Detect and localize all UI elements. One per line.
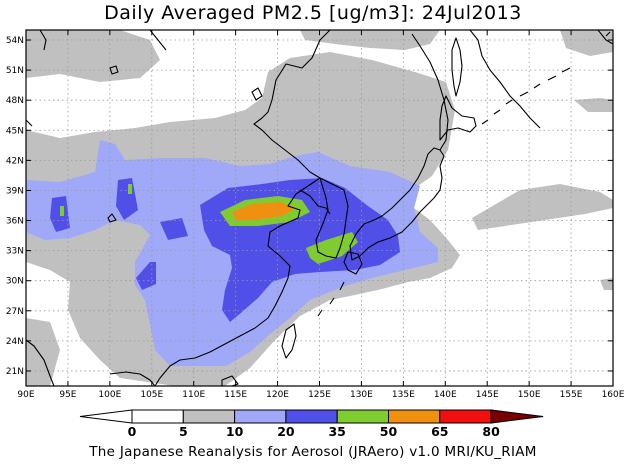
colorbar-label: 80 bbox=[482, 424, 500, 439]
lat-tick-label: 51N bbox=[6, 66, 24, 76]
lon-tick-label: 150E bbox=[518, 390, 541, 400]
colorbar-label: 0 bbox=[128, 424, 137, 439]
lon-tick-label: 100E bbox=[98, 390, 121, 400]
colorbar-label: 10 bbox=[226, 424, 244, 439]
lat-tick-label: 45N bbox=[6, 126, 24, 136]
lon-tick-label: 140E bbox=[434, 390, 457, 400]
lon-tick-label: 160E bbox=[602, 390, 625, 400]
lon-tick-label: 115E bbox=[224, 390, 247, 400]
colorbar-label: 35 bbox=[328, 424, 345, 439]
colorbar-segment bbox=[439, 409, 492, 424]
lon-tick-label: 155E bbox=[560, 390, 583, 400]
footer-credit: The Japanese Reanalysis for Aerosol (JRA… bbox=[89, 444, 537, 460]
pm25-level-50-65 bbox=[232, 202, 296, 220]
colorbar-segment bbox=[388, 409, 441, 424]
lon-tick-label: 125E bbox=[308, 390, 331, 400]
lon-tick-label: 145E bbox=[476, 390, 499, 400]
lat-tick-label: 54N bbox=[6, 36, 24, 46]
lat-tick-label: 21N bbox=[6, 367, 24, 377]
lat-tick-label: 42N bbox=[6, 156, 24, 166]
colorbar-segment bbox=[234, 409, 287, 424]
lat-tick-label: 48N bbox=[6, 96, 24, 106]
colorbar-arrow-low bbox=[79, 409, 133, 424]
lon-tick-label: 90E bbox=[17, 390, 34, 400]
map-title: Daily Averaged PM2.5 [ug/m3]: 24Jul2013 bbox=[104, 2, 522, 24]
colorbar: 0 5 10 20 35 50 65 80 bbox=[79, 409, 544, 439]
concentration-fields bbox=[26, 30, 613, 386]
colorbar-label: 65 bbox=[431, 424, 448, 439]
colorbar-label: 50 bbox=[380, 424, 398, 439]
colorbar-label: 20 bbox=[277, 424, 295, 439]
colorbar-segment bbox=[336, 409, 390, 424]
lon-tick-label: 135E bbox=[392, 390, 415, 400]
colorbar-arrow-high bbox=[490, 409, 544, 424]
lat-tick-label: 27N bbox=[6, 307, 24, 317]
longitude-axis: 90E 95E 100E 105E 110E 115E 120E 125E 130E 135E 14… bbox=[17, 30, 625, 400]
lat-tick-label: 30N bbox=[6, 277, 24, 287]
lon-tick-label: 95E bbox=[59, 390, 76, 400]
colorbar-segment bbox=[182, 409, 236, 424]
colorbar-segment bbox=[285, 409, 338, 424]
lat-tick-label: 33N bbox=[6, 247, 24, 257]
lon-tick-label: 110E bbox=[182, 390, 205, 400]
coastlines bbox=[26, 30, 613, 386]
lon-tick-label: 120E bbox=[266, 390, 289, 400]
lat-tick-label: 39N bbox=[6, 186, 24, 196]
latitude-axis: 21N 24N 27N 30N 33N 36N 39N 42N 45N 48N 51N 54N bbox=[6, 36, 613, 377]
lon-tick-label: 130E bbox=[350, 390, 373, 400]
lat-tick-label: 36N bbox=[6, 217, 24, 227]
lat-tick-label: 24N bbox=[6, 337, 24, 347]
colorbar-label: 5 bbox=[179, 424, 188, 439]
lon-tick-label: 105E bbox=[140, 390, 163, 400]
colorbar-segment bbox=[131, 409, 184, 424]
